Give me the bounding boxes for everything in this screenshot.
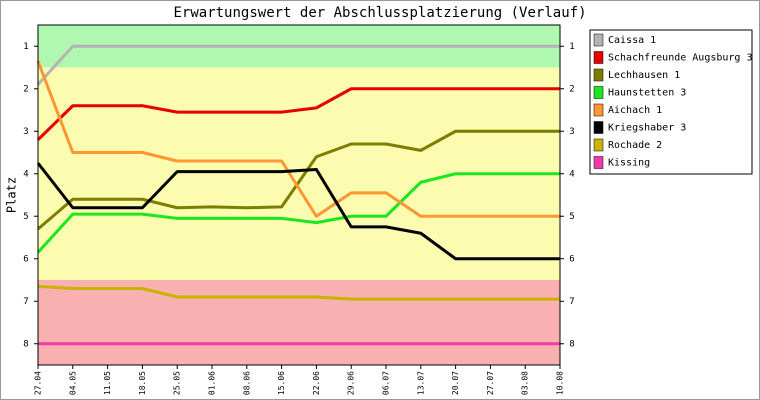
legend-label: Haunstetten 3 — [608, 88, 686, 99]
plot-border — [37, 24, 561, 366]
series-line — [36, 44, 560, 86]
legend-swatch — [593, 156, 604, 169]
y-tick-label: 5 — [569, 212, 574, 222]
x-tick-label: 22.06 — [312, 371, 321, 395]
y-tick-label: 3 — [23, 127, 28, 137]
x-tick-label: 04.05 — [68, 371, 77, 395]
x-tick-label: 11.05 — [103, 371, 112, 395]
series-line — [37, 284, 560, 301]
y-tick-label: 2 — [569, 84, 574, 94]
legend-label: Schachfreunde Augsburg 3 — [608, 53, 753, 64]
y-tick-label: 7 — [569, 297, 574, 307]
legend-swatch — [593, 68, 604, 82]
x-tick-label: 10.08 — [556, 371, 565, 395]
legend-label: Caissa 1 — [608, 35, 656, 46]
legend-swatch — [593, 33, 604, 47]
y-tick-label: 8 — [23, 339, 28, 349]
y-tick-label: 6 — [569, 254, 574, 264]
legend-swatch — [593, 103, 604, 117]
y-tick-label: 4 — [23, 169, 28, 179]
y-tick-label: 3 — [569, 127, 574, 137]
y-tick-label: 6 — [23, 254, 28, 264]
y-tick-label: 1 — [569, 42, 574, 52]
y-tick-label: 4 — [569, 169, 574, 179]
legend-box — [589, 29, 753, 175]
series-line — [36, 162, 560, 261]
legend-swatch — [593, 121, 604, 134]
legend-label: Aichach 1 — [608, 105, 662, 116]
zone-band — [38, 280, 560, 365]
y-tick-label: 5 — [23, 212, 28, 222]
x-tick-label: 27.07 — [486, 371, 495, 395]
legend-swatch — [593, 86, 604, 99]
series-line — [36, 60, 560, 218]
y-tick-label: 2 — [23, 84, 28, 94]
series-line — [37, 129, 560, 231]
series-line — [36, 172, 560, 254]
x-tick-label: 29.06 — [347, 371, 356, 395]
series-line — [36, 87, 560, 141]
legend-label: Kriegshaber 3 — [608, 123, 686, 134]
y-axis-label: Platz — [5, 177, 19, 213]
y-tick-label: 7 — [23, 297, 28, 307]
x-tick-label: 08.06 — [242, 371, 251, 395]
x-tick-label: 01.06 — [208, 371, 217, 395]
x-tick-label: 27.04 — [34, 371, 43, 395]
y-tick-label: 8 — [569, 339, 574, 349]
legend-label: Lechhausen 1 — [608, 70, 680, 81]
x-tick-label: 03.08 — [521, 371, 530, 395]
x-tick-label: 15.06 — [277, 371, 286, 395]
x-tick-label: 06.07 — [382, 371, 391, 395]
x-tick-label: 25.05 — [173, 371, 182, 395]
y-tick-label: 1 — [23, 42, 28, 52]
x-tick-label: 20.07 — [451, 371, 460, 395]
x-tick-label: 13.07 — [416, 371, 425, 395]
chart-title: Erwartungswert der Abschlussplatzierung … — [173, 5, 586, 21]
legend-label: Kissing — [608, 158, 650, 169]
legend-label: Rochade 2 — [608, 140, 662, 151]
legend-swatch — [593, 51, 604, 64]
legend-swatch — [593, 138, 604, 152]
x-tick-label: 18.05 — [138, 371, 147, 395]
